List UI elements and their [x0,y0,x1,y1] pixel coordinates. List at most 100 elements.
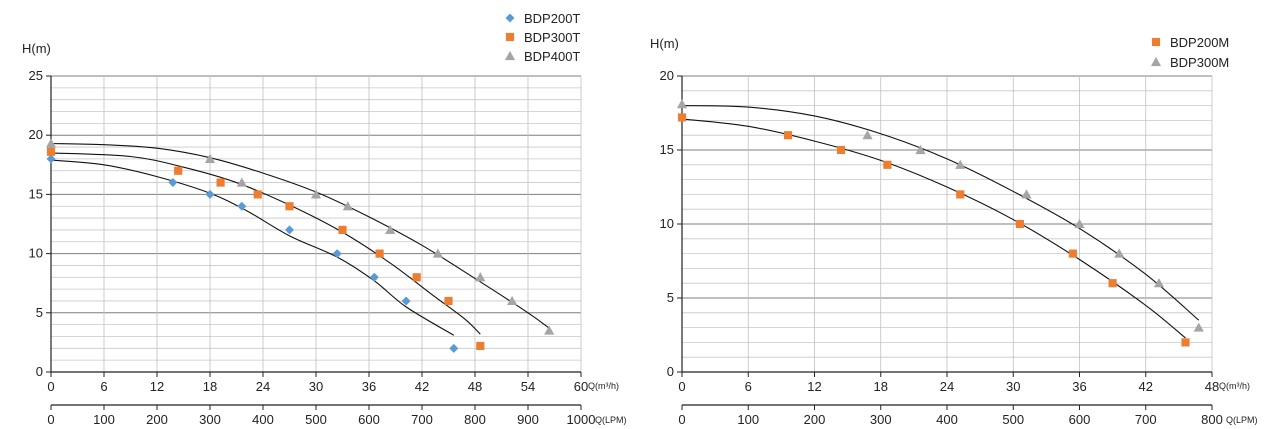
y-tick-label: 10 [29,246,43,261]
data-point-BDP300T [46,147,56,156]
data-point-BDP400T [204,153,216,163]
y-tick-label: 20 [29,127,43,142]
legend-marker-BDP200M [1151,37,1161,47]
lpm-tick-label: 800 [464,412,486,427]
lpm-tick-label: 500 [305,412,327,427]
data-point-BDP400T [507,295,518,306]
y-tick-label: 5 [667,290,674,305]
y-tick-label: 15 [660,142,674,157]
data-point-BDP300T [285,202,294,211]
legend-label: BDP200M [1170,35,1229,50]
data-point-BDP200M [883,160,892,169]
y-tick-label: 0 [667,364,674,379]
data-point-BDP300M [1193,322,1204,332]
lpm-axis-label: Q(LPM) [595,415,627,425]
x-tick-label: 60 [574,379,588,394]
x-tick-label: 54 [521,379,535,394]
data-point-BDP200M [1068,249,1077,258]
data-point-BDP400T [45,138,57,148]
legend-marker-BDP300M [1150,56,1162,67]
lpm-tick-label: 400 [936,412,958,427]
legend-label: BDP300T [524,30,580,45]
data-point-BDP200M [1181,338,1190,347]
fit-curve-BDP200M [681,118,1186,339]
y-axis-label: H(m) [22,41,51,56]
data-point-BDP400T [544,325,555,335]
fit-curve-BDP400T [50,142,550,329]
x-axis-label: Q(m³/h) [1219,381,1250,391]
lpm-tick-label: 1000 [567,412,596,427]
lpm-axis-label: Q(LPM) [1226,415,1258,425]
series-BDP300M [676,99,1204,332]
x-tick-label: 42 [1139,379,1153,394]
lpm-tick-label: 300 [199,412,221,427]
data-point-BDP300M [1153,278,1165,288]
lpm-tick-label: 700 [411,412,433,427]
y-tick-label: 10 [660,216,674,231]
data-point-BDP200T [205,189,215,199]
data-point-BDP300M [676,99,688,109]
fit-curve-BDP300M [681,105,1200,321]
legend-marker-BDP200T [505,13,515,23]
lpm-tick-label: 200 [146,412,168,427]
data-point-BDP200M [1015,219,1024,229]
x-tick-label: 6 [100,379,107,394]
data-point-BDP200M [956,190,965,199]
data-point-BDP200T [332,249,342,259]
data-point-BDP300T [253,190,262,199]
series-BDP200M [677,113,1190,347]
data-point-BDP200T [46,154,56,164]
series-BDP200T [46,154,459,353]
data-point-BDP200M [836,145,846,155]
three-phase-pump-chart: 0 5 10 15 20 25 0 6 12 18 24 30 36 42 48 54 60 Q(m³/h) 0 10… [22,11,627,427]
x-tick-label: 30 [1006,379,1020,394]
data-point-BDP200T [369,272,379,282]
data-point-BDP300M [1074,218,1085,229]
lpm-tick-label: 600 [1069,412,1091,427]
data-point-BDP200T [449,343,459,353]
data-point-BDP400T [236,177,247,187]
series-BDP400T [45,138,555,335]
y-tick-label: 20 [660,68,674,83]
x-tick-label: 24 [940,379,954,394]
data-point-BDP400T [475,272,486,282]
x-tick-label: 36 [1072,379,1086,394]
y-tick-label: 25 [29,68,43,83]
data-point-BDP300T [338,225,347,234]
data-point-BDP400T [385,224,396,234]
data-point-BDP300T [375,249,384,258]
lpm-tick-label: 700 [1135,412,1157,427]
lpm-tick-label: 600 [358,412,380,427]
data-point-BDP400T [342,201,353,211]
legend-marker-BDP300T [505,32,515,42]
x-axis-label: Q(m³/h) [588,381,619,391]
lpm-tick-label: 800 [1201,412,1223,427]
lpm-tick-label: 100 [93,412,115,427]
data-point-BDP300T [476,341,485,351]
lpm-tick-label: 100 [737,412,759,427]
x-tick-label: 0 [678,379,685,394]
x-tick-label: 48 [468,379,482,394]
x-tick-label: 6 [745,379,752,394]
x-tick-label: 18 [874,379,888,394]
data-point-BDP200T [285,225,294,235]
x-tick-label: 24 [256,379,270,394]
data-point-BDP300T [412,273,421,282]
legend-label: BDP200T [524,11,580,26]
data-point-BDP400T [432,248,443,258]
data-point-BDP300M [1021,189,1032,199]
lpm-tick-label: 400 [252,412,274,427]
data-point-BDP300T [216,178,225,187]
lpm-tick-label: 300 [870,412,892,427]
y-tick-label: 0 [36,364,43,379]
lpm-tick-label: 200 [804,412,826,427]
data-point-BDP200M [677,113,687,122]
lpm-tick-label: 900 [517,412,539,427]
x-tick-label: 0 [47,379,54,394]
lpm-tick-label: 0 [47,412,54,427]
x-tick-label: 12 [150,379,164,394]
x-tick-label: 42 [415,379,429,394]
data-point-BDP300M [915,144,926,155]
